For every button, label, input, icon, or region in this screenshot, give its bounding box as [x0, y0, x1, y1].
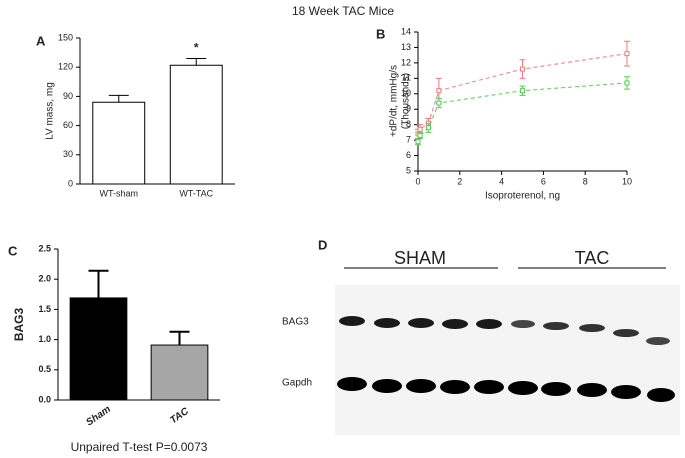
bar: [150, 344, 209, 401]
x-tick-label: 10: [622, 176, 632, 186]
row-label: BAG3: [282, 317, 309, 328]
x-tick-label: 8: [583, 176, 588, 186]
bar: [92, 101, 146, 185]
y-tick-label: 1.0: [38, 334, 51, 344]
y-tick-label: 150: [58, 32, 73, 42]
y-tick-label: 11: [402, 73, 411, 83]
y-tick-label: 6: [406, 150, 411, 160]
error-bar: [169, 330, 190, 346]
panel-label: B: [376, 26, 385, 41]
y-tick-label: 7: [406, 134, 411, 144]
y-tick-label: 14: [401, 26, 411, 36]
figure-title: 18 Week TAC Mice: [292, 4, 394, 18]
x-axis-label: Isoproterenol, ng: [485, 191, 560, 202]
y-tick-label: 30: [63, 149, 73, 159]
marker: [520, 88, 525, 94]
gapdh-bands: [337, 377, 675, 402]
y-tick-label: 60: [63, 120, 73, 130]
error-bar: [88, 269, 109, 298]
x-tick-label: WT-sham: [99, 188, 138, 198]
annotation: *: [194, 41, 199, 55]
y-tick-label: 13: [401, 42, 411, 52]
bar: [169, 64, 223, 185]
error-bar: [186, 57, 207, 66]
y-tick-label: 120: [58, 62, 73, 72]
y-tick-label: 2.0: [38, 274, 51, 284]
y-tick-label: 0.0: [38, 394, 51, 404]
x-tick-label: Sham: [84, 404, 113, 429]
x-tick-label: 2: [457, 176, 462, 186]
marker: [436, 88, 442, 94]
blot-background: [335, 285, 680, 435]
marker: [624, 51, 630, 57]
group-label: SHAM: [394, 248, 446, 268]
marker: [417, 126, 423, 132]
y-axis-label: (Thousands): [401, 73, 412, 129]
bag3-bands: [339, 316, 670, 345]
marker: [436, 100, 442, 106]
y-tick-label: 9: [406, 104, 411, 114]
y-tick-label: 1.5: [38, 304, 51, 314]
y-tick-label: 5: [406, 165, 411, 175]
x-tick-label: 6: [541, 176, 546, 186]
marker: [425, 125, 431, 131]
y-axis-label: BAG3: [12, 308, 26, 342]
x-tick-label: 0: [415, 176, 420, 186]
x-tick-label: TAC: [168, 405, 191, 426]
y-axis-label: +dP/dt, mmHg/s: [389, 65, 400, 137]
y-axis-label: LV mass, mg: [45, 82, 56, 140]
y-tick-label: 12: [401, 57, 411, 67]
y-tick-label: 2.5: [38, 243, 51, 253]
marker: [415, 139, 421, 145]
panel-label: A: [36, 33, 46, 48]
y-tick-label: 90: [63, 91, 73, 101]
line: [417, 82, 628, 142]
note: Unpaired T-test P=0.0073: [71, 440, 208, 454]
x-tick-label: 4: [499, 176, 504, 186]
x-tick-label: WT-TAC: [179, 188, 213, 198]
row-label: Gapdh: [282, 378, 312, 389]
y-tick-label: 0.5: [38, 364, 51, 374]
panel-label: C: [8, 243, 18, 258]
panel-label: D: [318, 237, 327, 252]
western-blot: D SHAM TAC BAG3 Gapdh: [282, 237, 680, 435]
marker: [624, 80, 630, 86]
marker: [520, 66, 525, 72]
error-bar: [108, 94, 129, 103]
marker: [417, 132, 423, 138]
y-tick-label: 8: [406, 119, 411, 129]
y-tick-label: 0: [68, 178, 73, 188]
bar: [69, 297, 128, 401]
group-label: TAC: [575, 248, 610, 268]
y-tick-label: 10: [401, 88, 411, 98]
